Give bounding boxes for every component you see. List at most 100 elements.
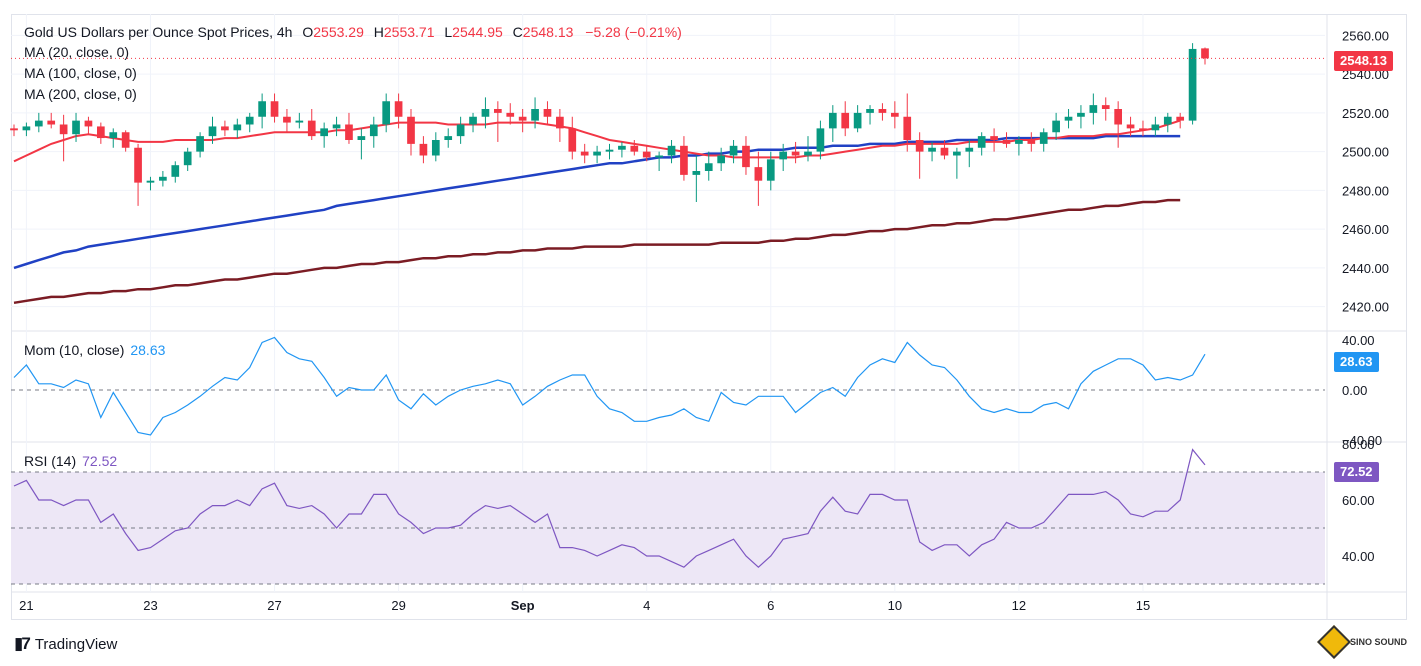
chart-frame [11,14,1407,620]
tradingview-logo[interactable]: ▮7 TradingView [14,634,117,654]
rsi-label: RSI (14) [24,453,77,469]
candle-body [1027,140,1036,144]
open-key: O [302,24,314,40]
candle-body [84,120,93,127]
low-key: L [444,24,453,40]
candle-body [307,120,316,137]
mom-value-tag: 28.63 [1334,352,1379,372]
price-tick-label: 2560.00 [1342,28,1389,43]
candle-body [419,143,428,156]
ma20-legend[interactable]: MA (20, close, 0) [24,44,130,60]
candle-body [977,136,986,148]
candle-body [704,163,713,171]
candle-body [1151,124,1160,131]
mom-tick-label: 0.00 [1342,383,1367,398]
rsi-tick-label: 40.00 [1342,549,1375,564]
mom-line [13,336,1206,436]
time-tick-label: Sep [511,598,535,613]
candle-body [1089,105,1098,113]
candle-body [121,132,130,148]
candle-body [878,109,887,113]
candle-body [965,147,974,152]
candle-body [233,124,242,131]
candle-body [196,136,204,152]
candle-body [332,124,341,129]
candle-body [655,155,663,158]
candle-body [1052,120,1060,133]
ma20-line [13,119,1181,163]
candle-body [742,145,750,168]
candle-body [531,109,539,121]
mom-tick-label: −40.00 [1342,433,1382,448]
candle-body [593,151,601,156]
rsi-tick-label: 80.00 [1342,437,1375,452]
candle-body [1139,128,1147,131]
high-key: H [373,24,384,40]
candle-body [481,109,490,117]
candle-body [903,116,912,140]
price-tick-label: 2420.00 [1342,300,1389,315]
rsi-legend[interactable]: RSI (14) 72.52 [24,453,117,469]
symbol-title: Gold US Dollars per Ounce Spot Prices, 4… [24,24,293,40]
candle-body [605,149,614,152]
candle-body [171,165,180,177]
candle-body [990,136,998,140]
candle-body [394,101,403,117]
candle-body [940,147,949,156]
candle-body [10,128,18,131]
rsi-tick-label: 60.00 [1342,493,1375,508]
candle-body [431,140,440,156]
candle-body [841,112,850,129]
candle-body [47,120,56,125]
sinosound-watermark: SINO SOUND [1317,625,1408,659]
candle-body [543,109,552,117]
candle-body [320,128,329,137]
candle-body [382,101,391,125]
time-tick-label: 10 [888,598,902,613]
price-tick-label: 2500.00 [1342,145,1389,160]
close-value: 2548.13 [522,24,574,40]
candle-body [729,145,738,156]
sinosound-text: SINO SOUND [1350,637,1408,647]
mom-legend[interactable]: Mom (10, close) 28.63 [24,342,165,358]
candle-body [804,151,812,156]
candle-body [1077,112,1085,117]
time-tick-label: 6 [767,598,774,613]
open-value: 2553.29 [313,24,364,40]
candle-body [953,151,961,156]
candle-body [754,167,763,181]
candle-body [1201,48,1209,59]
candle-body [469,116,477,125]
candle-body [369,124,378,137]
ma200-line [13,198,1181,305]
candle-body [22,126,31,131]
candle-body [1064,116,1073,121]
candle-body [34,120,43,127]
candle-body [245,116,254,125]
candle-body [1188,48,1197,121]
candle-body [493,109,502,113]
candle-body [890,112,899,117]
candle-body [1039,132,1048,144]
last-price-tag: 2548.13 [1334,51,1393,71]
time-tick-label: 27 [267,598,281,613]
candle-body [680,145,688,175]
candle-body [928,147,936,152]
symbol-legend: Gold US Dollars per Ounce Spot Prices, 4… [24,22,682,42]
candle-body [444,136,453,140]
candle-body [96,126,105,139]
ma100-legend[interactable]: MA (100, close, 0) [24,65,137,81]
candle-body [109,132,118,139]
candle-body [766,159,775,181]
candle-body [828,112,837,129]
candle-body [1002,140,1011,144]
time-tick-label: 21 [19,598,33,613]
sinosound-logo-icon [1317,625,1351,659]
ma200-legend[interactable]: MA (200, close, 0) [24,86,137,102]
candle-body [1101,105,1110,109]
candle-body [345,124,353,140]
candle-body [295,120,304,123]
candle-body [72,120,80,135]
candle-body [816,128,825,152]
